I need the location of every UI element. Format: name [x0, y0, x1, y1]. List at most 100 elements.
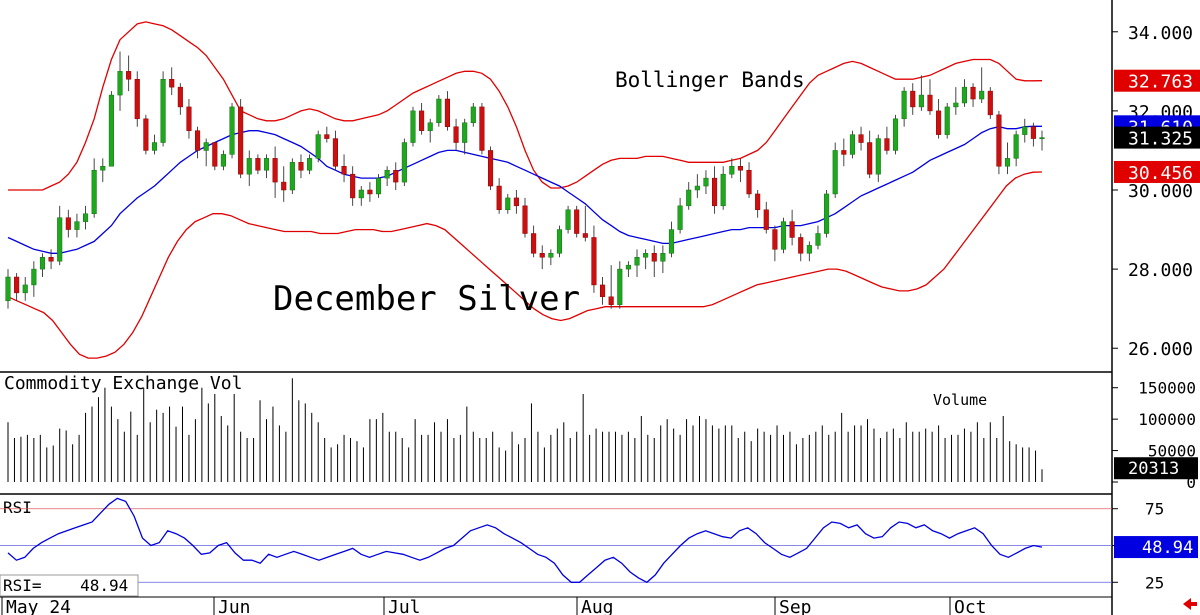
candle	[1039, 130, 1045, 151]
rsi-last-tag-box	[1114, 536, 1198, 559]
candle	[195, 126, 201, 159]
candle	[979, 67, 985, 103]
month-label: Oct	[954, 597, 987, 615]
candle	[867, 130, 873, 179]
candle	[65, 209, 71, 238]
candle	[832, 142, 838, 198]
candle	[910, 83, 916, 115]
candle	[143, 114, 149, 155]
bollinger-bands	[7, 21, 1043, 359]
candle	[384, 166, 390, 187]
candle	[712, 166, 718, 214]
candle	[272, 146, 278, 198]
candle	[565, 205, 571, 234]
price-tick-label: 30.000	[1128, 181, 1193, 202]
month-label: Jul	[388, 597, 421, 615]
candle	[608, 265, 614, 309]
month-label: Aug	[581, 597, 614, 615]
candle	[5, 269, 11, 309]
candle	[263, 154, 270, 179]
candle	[574, 205, 580, 238]
candle	[944, 102, 950, 139]
volume-panel-title: Commodity Exchange Vol	[4, 373, 242, 394]
candle	[694, 174, 700, 198]
candle	[341, 154, 347, 183]
candle	[625, 261, 631, 278]
candle	[746, 162, 752, 198]
candle	[1030, 122, 1036, 147]
rsi-tick-label: 75	[1145, 500, 1164, 519]
volume-bars	[7, 378, 1043, 482]
candle	[57, 205, 63, 266]
price-tick-label: 26.000	[1128, 339, 1193, 360]
candle	[289, 158, 295, 194]
candle	[936, 99, 942, 139]
candle	[737, 158, 743, 183]
candle	[487, 146, 494, 190]
candle	[815, 225, 821, 250]
candle	[410, 106, 416, 147]
volume-axis: 150000 100000 50000 0	[1112, 379, 1196, 492]
candle	[918, 75, 924, 111]
rsi-line	[7, 497, 1043, 584]
lower-band-line	[7, 171, 1043, 359]
candle	[419, 102, 425, 135]
candle	[332, 130, 338, 171]
candle	[255, 154, 261, 175]
month-label: May 24	[6, 597, 71, 615]
candle	[367, 182, 373, 202]
rsi-tick-label: 25	[1145, 573, 1164, 592]
candle	[875, 134, 881, 183]
candle	[315, 130, 321, 163]
candle	[375, 174, 382, 198]
candle	[186, 99, 192, 139]
candle	[548, 249, 554, 266]
volume-tick-label: 50000	[1148, 442, 1196, 461]
candle	[14, 273, 20, 301]
rsi-last-tag-label: 48.94	[1142, 538, 1193, 558]
candle	[634, 249, 640, 278]
candle	[470, 102, 476, 127]
candlestick-series	[5, 51, 1045, 309]
candle	[668, 221, 675, 258]
volume-tick-label: 100000	[1138, 410, 1196, 429]
price-tick-label: 28.000	[1128, 260, 1193, 281]
candle	[134, 71, 140, 127]
candle	[901, 87, 907, 127]
last-price-tag	[1114, 126, 1200, 149]
candle	[841, 138, 847, 167]
candle	[772, 225, 778, 262]
candle	[203, 138, 209, 167]
middle-band-line	[7, 125, 1042, 254]
price-tick-label: 34.000	[1128, 23, 1193, 44]
rsi-series-line	[7, 497, 1043, 584]
candle	[393, 162, 399, 190]
candle	[582, 205, 588, 242]
rsi-last-tag: 48.94	[1114, 536, 1198, 559]
rsi-panel-title: RSI	[3, 498, 32, 517]
scroll-left-arrow-icon[interactable]	[1183, 598, 1197, 610]
candle	[83, 205, 89, 230]
candle	[108, 91, 114, 167]
candle	[539, 245, 545, 270]
candle	[531, 225, 537, 258]
candle	[281, 166, 287, 202]
candle	[651, 245, 657, 278]
month-label: Jun	[218, 597, 251, 615]
candle	[246, 150, 252, 187]
candle	[401, 138, 407, 187]
candle	[556, 225, 563, 258]
volume-tick-label: 150000	[1138, 379, 1196, 398]
candle	[600, 277, 606, 305]
candle	[151, 134, 158, 155]
candle	[427, 118, 433, 143]
candle	[48, 249, 54, 270]
candle	[824, 190, 830, 238]
candle	[643, 249, 649, 270]
candle	[358, 186, 364, 206]
candle	[961, 79, 968, 107]
candle	[892, 114, 899, 155]
candle	[238, 99, 244, 179]
